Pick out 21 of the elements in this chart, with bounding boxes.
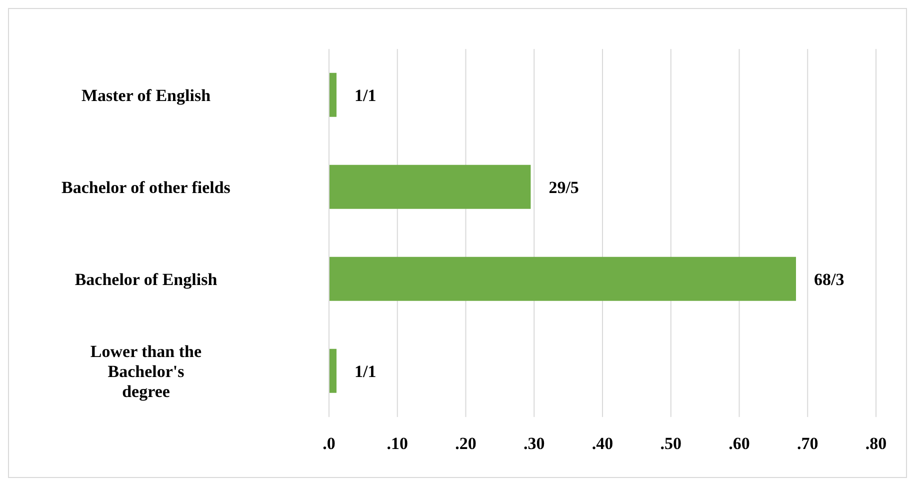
x-tick-label: .0 <box>322 434 336 454</box>
y-tick-label: Bachelor of English <box>74 270 218 288</box>
x-tick-label: .70 <box>797 434 818 454</box>
x-tick-label: .10 <box>386 434 408 454</box>
bar <box>329 348 337 393</box>
data-label: 29/5 <box>548 178 579 197</box>
bar <box>329 72 337 117</box>
y-tick-label: Master of English <box>81 86 212 104</box>
x-tick-label: .40 <box>592 434 614 454</box>
x-tick-label: .30 <box>524 434 545 454</box>
x-tick-label: .20 <box>455 434 476 454</box>
y-tick-label: Lower than the Bachelor's degree <box>90 342 202 400</box>
data-label: 68/3 <box>814 270 844 289</box>
data-label: 1/1 <box>354 86 376 105</box>
bar <box>329 164 531 209</box>
bar <box>329 256 796 301</box>
x-tick-label: .80 <box>865 434 887 454</box>
y-tick-label: Bachelor of other fields <box>62 178 231 196</box>
data-label: 1/1 <box>354 362 376 381</box>
x-tick-label: .50 <box>660 434 682 454</box>
x-tick-label: .60 <box>728 434 750 454</box>
